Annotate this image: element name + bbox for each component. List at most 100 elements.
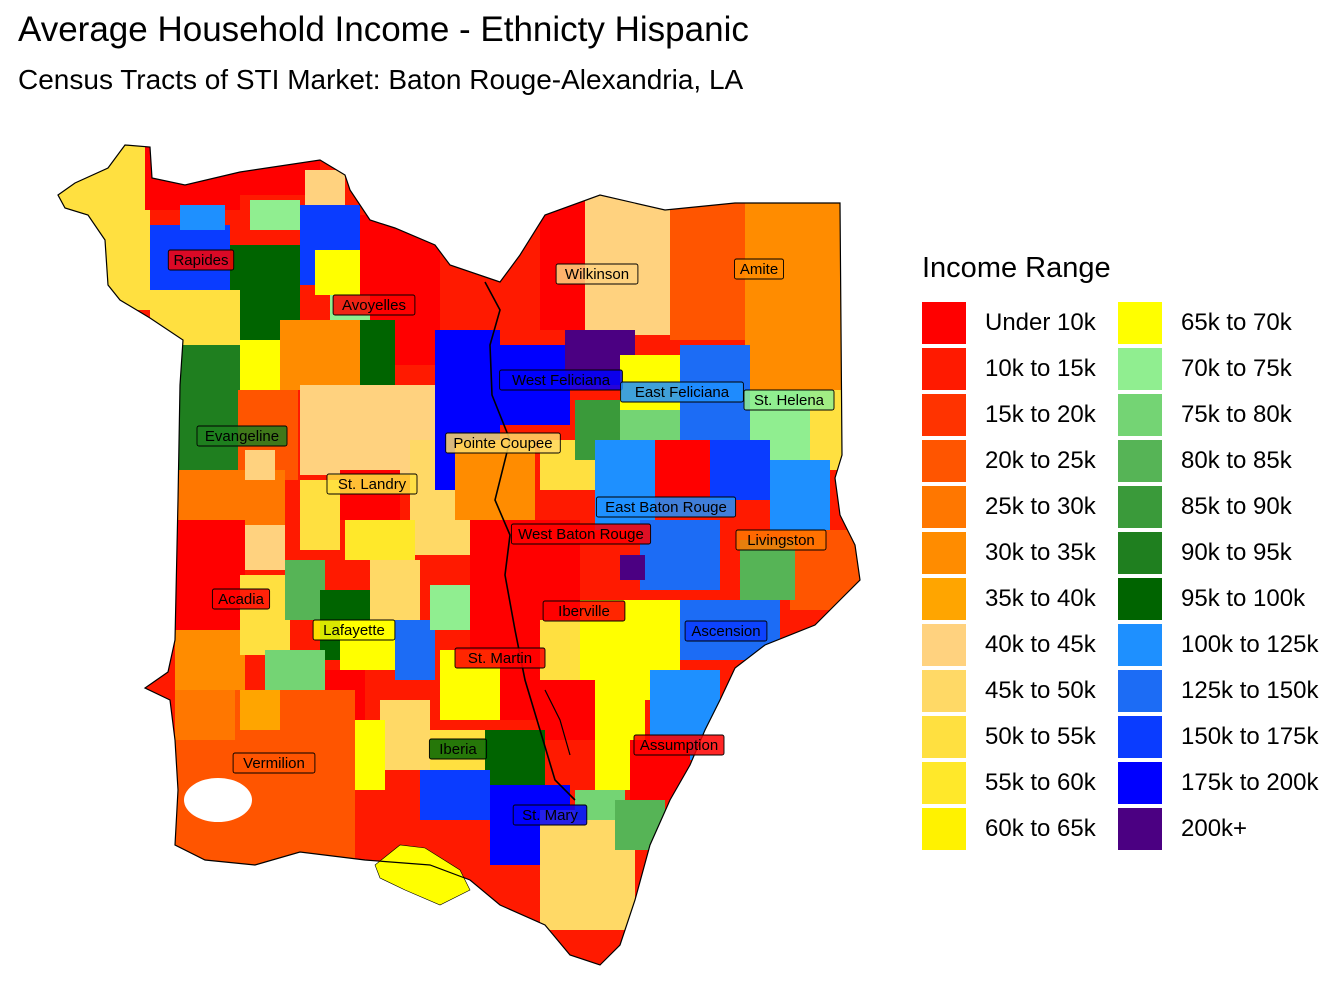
legend-item: 75k to 80k	[1118, 392, 1292, 438]
parish-label: Evangeline	[196, 425, 288, 447]
legend-label: 30k to 35k	[985, 539, 1096, 566]
parish-name: East Baton Rouge	[605, 499, 727, 516]
legend-label: 125k to 150k	[1181, 677, 1319, 704]
legend-swatch	[1118, 302, 1162, 344]
parish-name: West Feliciana	[512, 372, 611, 389]
parish-name: Amite	[740, 261, 778, 278]
tract-sthelena-north	[745, 330, 845, 390]
parish-label: Vermilion	[232, 752, 316, 774]
tract-ebr-east	[710, 440, 770, 500]
legend-swatch	[1118, 394, 1162, 436]
tract-avoyelles-yellow	[315, 250, 360, 295]
parish-name: St. Mary	[522, 807, 578, 824]
parish-label-box	[633, 734, 725, 756]
tract-lafayette-green	[285, 560, 325, 620]
parish-name: Iberville	[558, 603, 610, 620]
legend-swatch	[1118, 486, 1162, 528]
parish-label: St. Martin	[454, 647, 546, 669]
legend-swatch	[922, 348, 966, 390]
legend-item: 15k to 20k	[922, 392, 1096, 438]
tract-map: Rapides Avoyelles Wilkinson Amite West Felic…	[50, 140, 880, 980]
legend-swatch	[1118, 348, 1162, 390]
parish-label-box	[734, 258, 784, 280]
legend-label: 100k to 125k	[1181, 631, 1319, 658]
legend-label: 60k to 65k	[985, 815, 1096, 842]
parish-label-box	[595, 496, 737, 518]
parish-label: Livingston	[735, 529, 827, 551]
legend-title: Income Range	[922, 252, 1111, 284]
legend-swatch	[1118, 670, 1162, 712]
parish-label: Pointe Coupee	[445, 432, 561, 454]
legend-label: 175k to 200k	[1181, 769, 1319, 796]
parish-label-box	[326, 473, 418, 495]
parish-label-box	[232, 752, 316, 774]
legend-label: 55k to 60k	[985, 769, 1096, 796]
parish-label-box	[512, 804, 588, 826]
tract-lafayette-blue	[395, 620, 435, 680]
legend-swatch	[922, 440, 966, 482]
tract-avoyelles-darkgreen	[355, 320, 395, 385]
legend-swatch	[922, 578, 966, 620]
parish-label: Amite	[734, 258, 784, 280]
legend-swatch	[922, 394, 966, 436]
tract-acadia-east	[240, 575, 290, 655]
parish-label-box	[454, 647, 546, 669]
legend-label: 65k to 70k	[1181, 309, 1292, 336]
legend-item: 10k to 15k	[922, 346, 1096, 392]
parish-label-box	[196, 425, 288, 447]
parish-label-box	[510, 523, 652, 545]
parish-label: St. Mary	[512, 804, 588, 826]
tract-ebr-north	[655, 440, 710, 500]
tract-iberia-blue	[420, 770, 490, 820]
tract-vermilion-nw	[175, 690, 235, 740]
legend-swatch	[922, 670, 966, 712]
tract-stmartin-east	[540, 680, 595, 740]
tract-ebr-purple	[620, 555, 645, 580]
parish-label-box	[312, 619, 396, 641]
map-title: Average Household Income - Ethnicty Hisp…	[18, 10, 749, 49]
parish-label-box	[332, 294, 416, 316]
legend-label: 90k to 95k	[1181, 539, 1292, 566]
parish-labels: Rapides Avoyelles Wilkinson Amite West Felic…	[167, 249, 835, 826]
tract-rapides-mid	[180, 205, 225, 230]
legend-item: 85k to 90k	[1118, 484, 1292, 530]
legend-item: 150k to 175k	[1118, 714, 1318, 760]
legend-item: 25k to 30k	[922, 484, 1096, 530]
legend-swatch	[1118, 578, 1162, 620]
tract-rapides-lightgreen	[250, 200, 300, 230]
parish-label: West Feliciana	[499, 369, 623, 391]
tract-avoyelles-sw	[240, 340, 280, 395]
tract-acadia-tan	[245, 525, 285, 570]
parish-label: St. Helena	[743, 389, 835, 411]
legend-item: 55k to 60k	[922, 760, 1096, 806]
legend-swatch	[1118, 716, 1162, 758]
tract-vermilion-north	[240, 690, 280, 730]
legend-swatch	[1118, 532, 1162, 574]
legend-item: 50k to 55k	[922, 714, 1096, 760]
legend-label: Under 10k	[985, 309, 1096, 336]
parish-label-box	[735, 529, 827, 551]
tract-iberia-tan	[380, 700, 430, 770]
tract-acadia-south	[175, 630, 245, 690]
map-subtitle: Census Tracts of STI Market: Baton Rouge…	[18, 64, 744, 95]
parish-name: Evangeline	[205, 428, 279, 445]
parish-label-box	[620, 381, 744, 403]
parish-name: Lafayette	[323, 622, 385, 639]
legend-swatch	[922, 808, 966, 850]
parish-label-box	[428, 738, 488, 760]
legend-item: 200k+	[1118, 806, 1247, 852]
parish-name: West Baton Rouge	[518, 526, 644, 543]
parish-label: East Feliciana	[620, 381, 744, 403]
legend-item: 40k to 45k	[922, 622, 1096, 668]
legend-item: 30k to 35k	[922, 530, 1096, 576]
parish-label: Rapides	[167, 249, 235, 271]
lake-vermilion	[184, 778, 252, 822]
parish-label-box	[684, 620, 768, 642]
tract-acadia-red	[175, 520, 245, 640]
legend-item: 45k to 50k	[922, 668, 1096, 714]
income-legend: Under 10k 10k to 15k 15k to 20k 20k to 25k 2…	[922, 300, 1342, 860]
legend-label: 85k to 90k	[1181, 493, 1292, 520]
parish-name: Avoyelles	[342, 297, 406, 314]
parish-name: Ascension	[691, 623, 760, 640]
parish-label-box	[743, 389, 835, 411]
